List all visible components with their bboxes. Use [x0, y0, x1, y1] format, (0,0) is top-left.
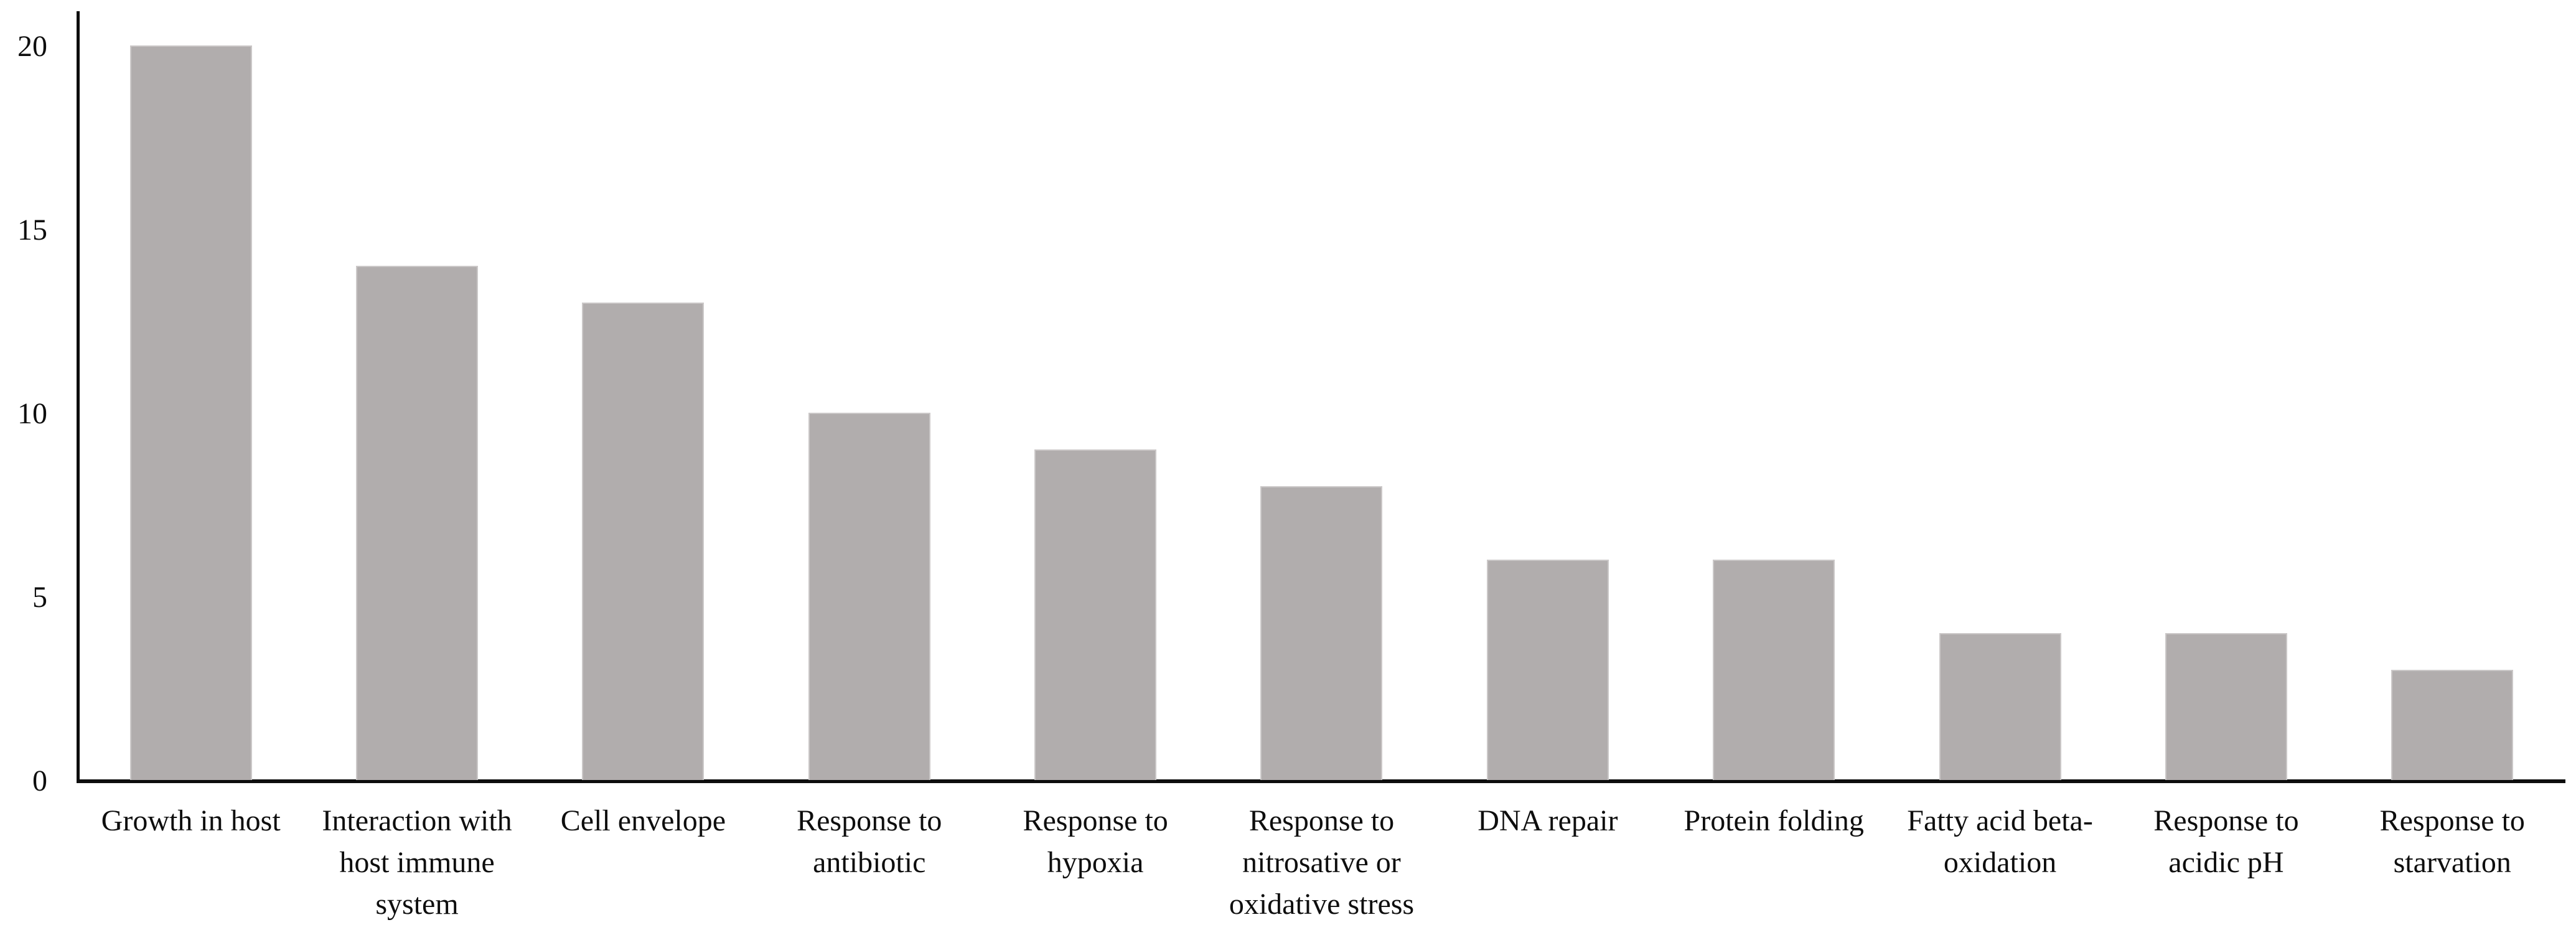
x-axis-label: Interaction with host immune system: [322, 804, 512, 921]
bar-slot: [530, 0, 756, 780]
bar: [1939, 633, 2061, 780]
bar-slot: [2113, 0, 2339, 780]
y-axis-tick-label: 20: [17, 30, 47, 63]
bar: [808, 413, 930, 780]
bar-slot: [1435, 0, 1660, 780]
y-axis-tick-label: 15: [17, 214, 47, 247]
x-axis-label: Response to nitrosative or oxidative str…: [1229, 804, 1415, 921]
y-axis-line: [77, 11, 80, 783]
bar-slot: [1209, 0, 1435, 780]
x-axis-label: Response to antibiotic: [797, 804, 942, 879]
bars-container: [78, 0, 2565, 780]
x-axis-label: Fatty acid beta- oxidation: [1907, 804, 2093, 879]
bar-slot: [1887, 0, 2113, 780]
x-axis-label: DNA repair: [1478, 804, 1618, 837]
y-axis-tick-label: 10: [17, 397, 47, 430]
y-axis-tick-label: 0: [32, 764, 47, 797]
x-axis-label: Response to hypoxia: [1023, 804, 1168, 879]
bar: [1034, 449, 1157, 780]
x-axis-label: Protein folding: [1684, 804, 1864, 837]
bar-slot: [982, 0, 1208, 780]
bar: [2165, 633, 2287, 780]
x-axis-label: Growth in host: [101, 804, 281, 837]
bar: [129, 45, 252, 780]
bar-slot: [78, 0, 304, 780]
bar: [1260, 486, 1383, 780]
bar: [1486, 560, 1609, 780]
x-axis-label: Response to acidic pH: [2153, 804, 2299, 879]
x-axis-label: Cell envelope: [560, 804, 726, 837]
bar-slot: [756, 0, 982, 780]
bar: [356, 266, 479, 780]
x-axis-label: Response to starvation: [2379, 804, 2525, 879]
x-axis-line: [77, 779, 2565, 783]
y-axis-tick-label: 5: [32, 581, 47, 614]
bar-slot: [304, 0, 530, 780]
bar: [2391, 670, 2514, 780]
bar-slot: [1661, 0, 1887, 780]
bar: [582, 303, 705, 780]
x-axis-labels: Growth in host Interaction with host immu…: [78, 800, 2565, 925]
bar-slot: [2339, 0, 2565, 780]
bar: [1713, 560, 1835, 780]
